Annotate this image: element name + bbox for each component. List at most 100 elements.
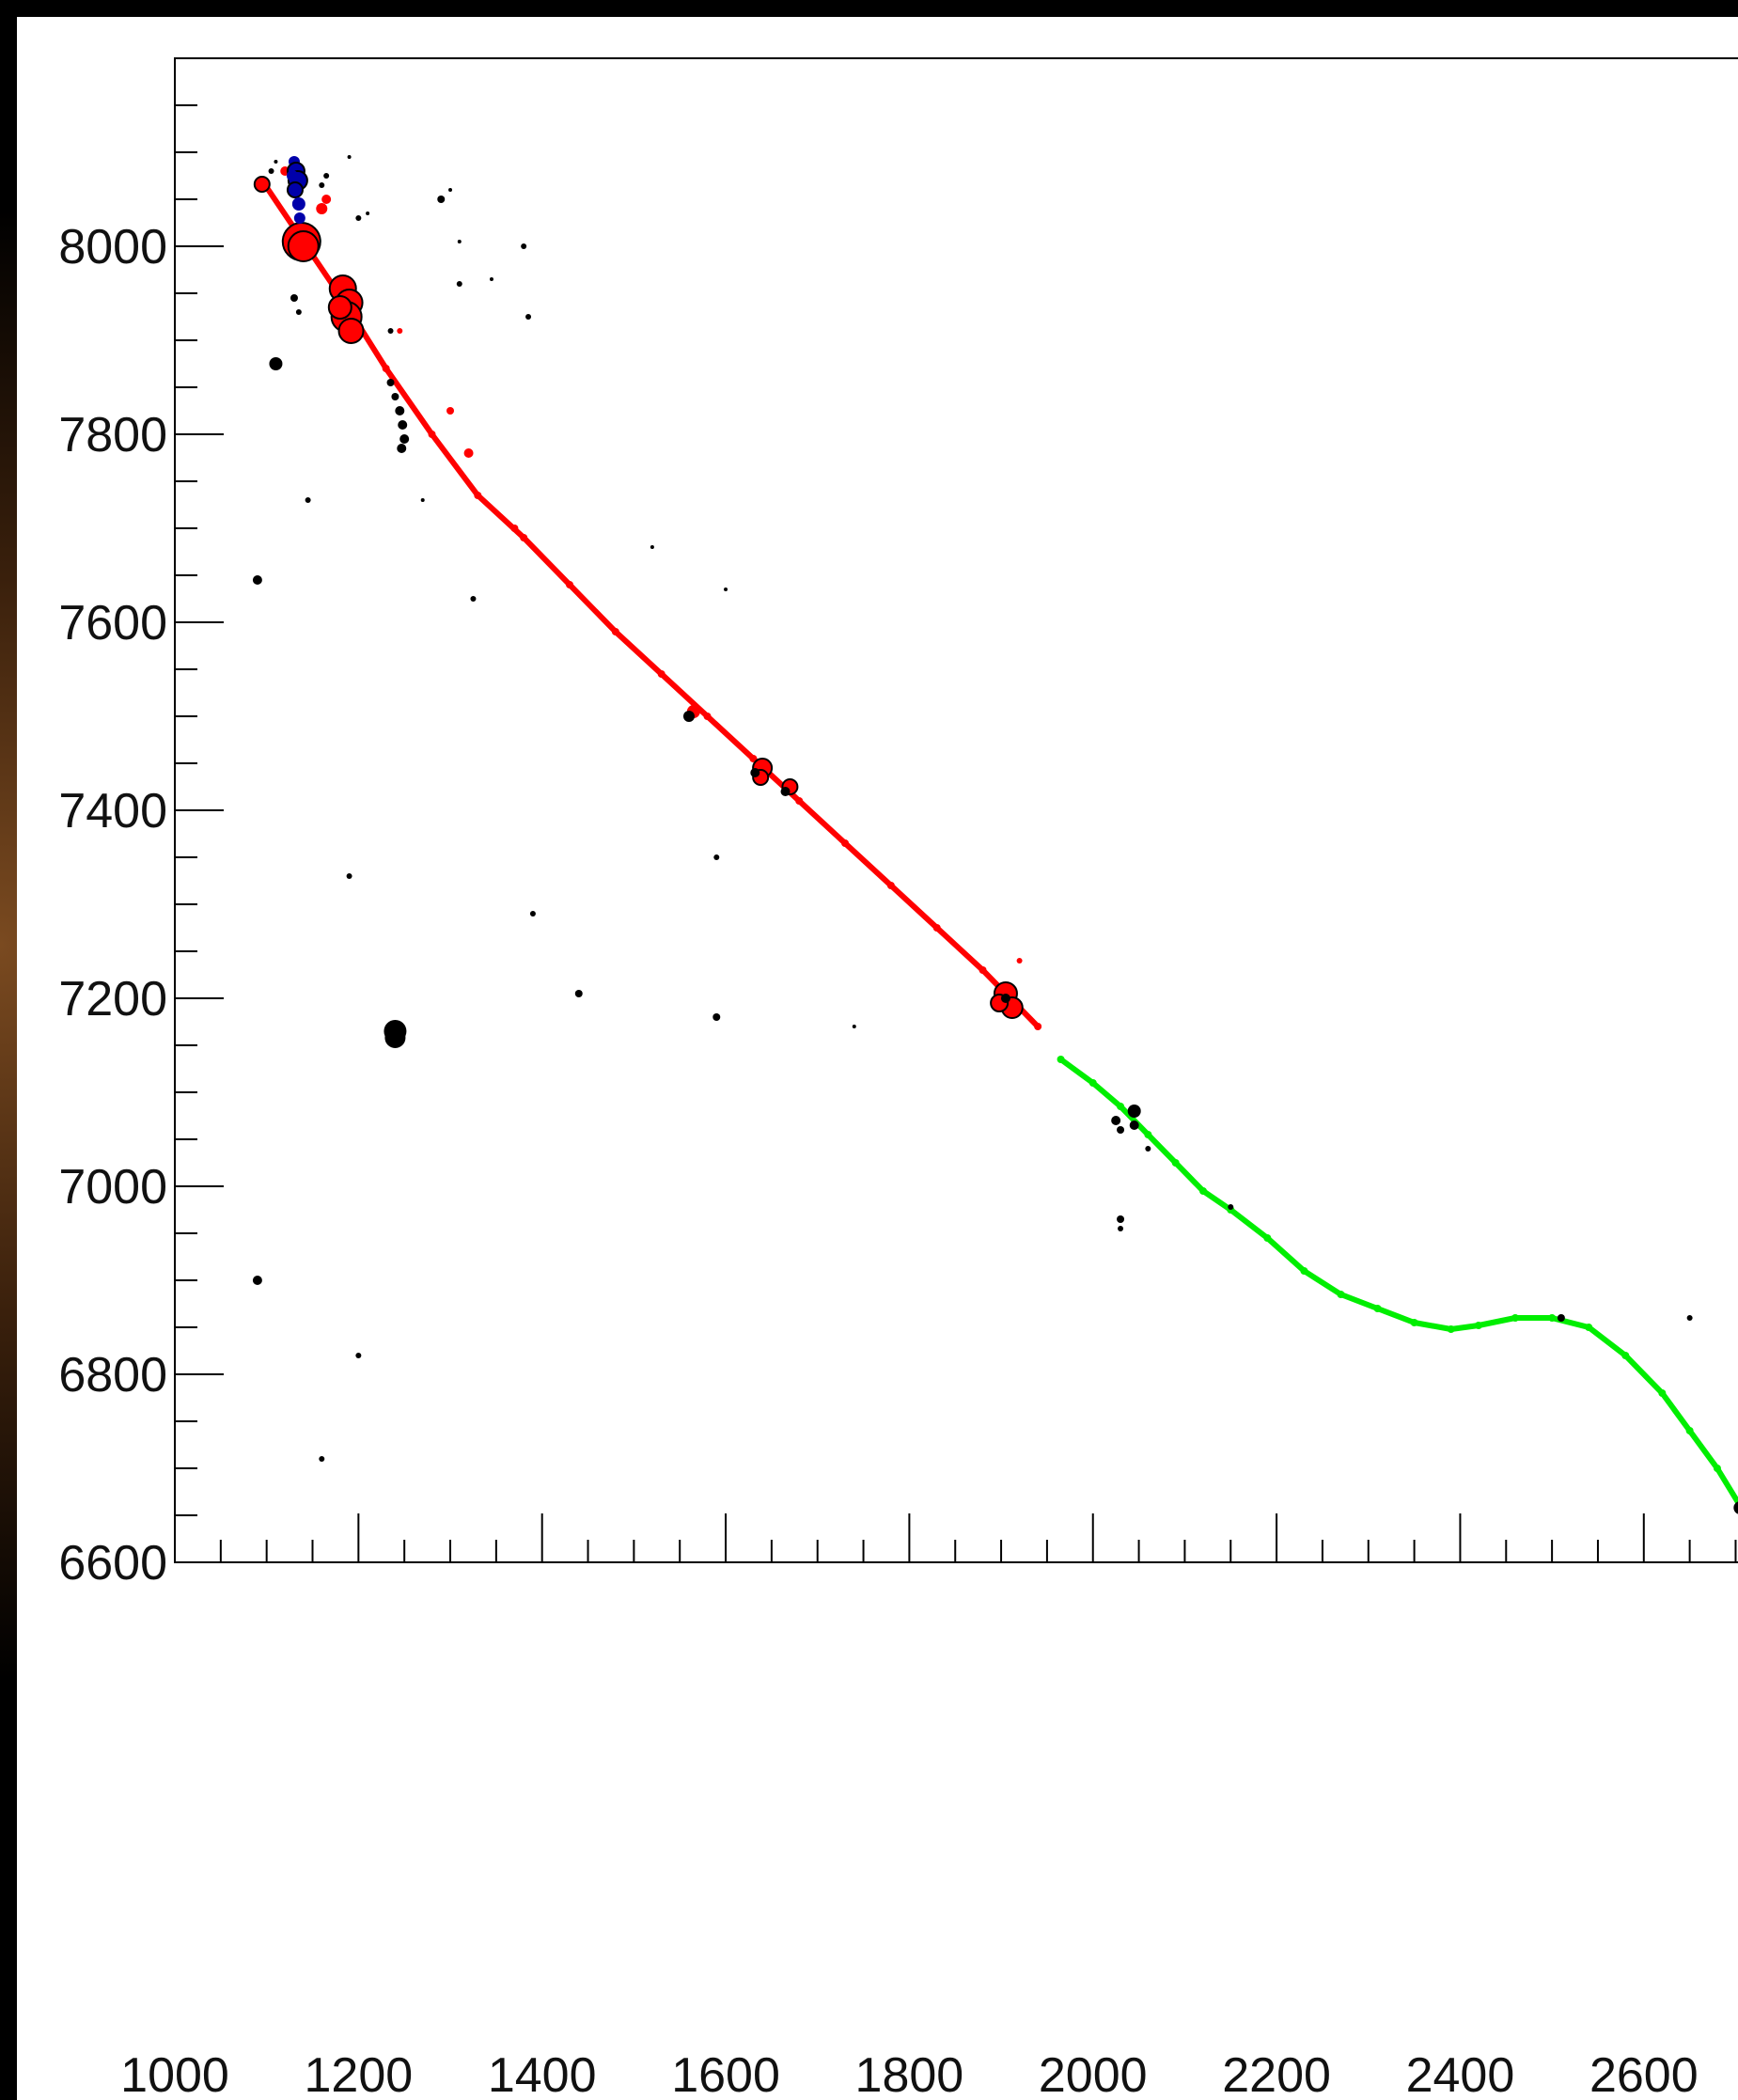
green-track-point bbox=[1117, 1103, 1125, 1110]
red-track-point bbox=[979, 966, 987, 974]
black-hit-point bbox=[252, 1276, 262, 1285]
black-hit-point bbox=[395, 406, 405, 415]
red-track-point bbox=[428, 431, 436, 438]
black-hit-point bbox=[682, 711, 695, 722]
red-hit-point bbox=[446, 407, 455, 415]
green-track-point bbox=[1713, 1465, 1721, 1472]
y-axis-tick-labels: 6600 6800 7000 7200 7400 7600 7800 8000 bbox=[58, 220, 167, 1591]
green-track-point bbox=[1474, 1322, 1482, 1329]
black-hit-point bbox=[384, 1027, 406, 1048]
black-hit-point bbox=[780, 787, 791, 796]
black-hit-point bbox=[1118, 1226, 1124, 1231]
red-hit-point bbox=[463, 448, 474, 458]
black-hit-point bbox=[1228, 1204, 1234, 1210]
red-track-point bbox=[932, 924, 941, 932]
black-hit-point bbox=[1117, 1126, 1125, 1134]
black-hit-point bbox=[323, 173, 330, 179]
blue-hit-point bbox=[286, 181, 304, 198]
black-hit-point bbox=[305, 497, 311, 503]
green-track-point bbox=[1263, 1234, 1272, 1242]
green-track-point bbox=[1144, 1131, 1152, 1138]
x-tick-label: 2600 bbox=[1589, 2048, 1699, 2100]
black-hit-point bbox=[366, 212, 370, 215]
red-hit-point bbox=[510, 525, 519, 532]
red-hit-point bbox=[321, 195, 332, 204]
blue-hit-point bbox=[291, 197, 305, 211]
green-track-point bbox=[1548, 1314, 1557, 1322]
black-hit-point bbox=[456, 281, 462, 287]
y-tick-label: 7200 bbox=[58, 972, 167, 1026]
green-track-point bbox=[1300, 1267, 1308, 1275]
black-hit-point bbox=[1111, 1116, 1121, 1125]
blue-hit-point bbox=[287, 170, 299, 181]
y-tick-label: 6600 bbox=[58, 1536, 167, 1591]
y-tick-label: 7800 bbox=[58, 408, 167, 462]
black-hit-point bbox=[319, 182, 325, 188]
black-hit-point bbox=[290, 294, 298, 302]
green-track-point bbox=[1685, 1427, 1694, 1434]
green-track-point bbox=[1621, 1352, 1630, 1359]
green-track-point bbox=[1057, 1056, 1065, 1063]
blue-hit-point bbox=[293, 212, 305, 224]
red-track-point bbox=[1034, 1023, 1042, 1030]
data-series-layer bbox=[252, 155, 1738, 1514]
green-track-point bbox=[1373, 1305, 1382, 1312]
black-hit-point bbox=[391, 393, 399, 400]
x-tick-label: 1400 bbox=[488, 2048, 597, 2100]
red-hit-point bbox=[287, 230, 320, 262]
black-hit-point bbox=[1127, 1105, 1141, 1118]
y-tick-label: 7000 bbox=[58, 1160, 167, 1215]
black-hit-point bbox=[457, 240, 462, 243]
x-tick-label: 1000 bbox=[120, 2048, 229, 2100]
red-hit-point bbox=[1016, 958, 1023, 964]
black-hit-point bbox=[521, 243, 527, 249]
black-hit-point bbox=[1117, 1215, 1125, 1223]
x-axis-tick-labels: 1000 1200 1400 1600 1800 2000 2200 2400 2600 bbox=[120, 2048, 1698, 2100]
black-hit-point bbox=[1686, 1315, 1693, 1321]
black-hit-point bbox=[448, 188, 453, 192]
black-hit-point bbox=[529, 911, 536, 917]
red-track-point bbox=[474, 492, 482, 499]
black-hit-point bbox=[1000, 994, 1010, 1003]
x-axis-ticks bbox=[174, 1513, 1737, 1562]
y-tick-label: 7400 bbox=[58, 784, 167, 838]
black-hit-point bbox=[470, 596, 477, 602]
black-hit-point bbox=[420, 498, 425, 502]
red-track-point bbox=[520, 534, 528, 541]
black-hit-point bbox=[525, 314, 532, 320]
black-hit-point bbox=[346, 873, 352, 879]
black-hit-point bbox=[1145, 1146, 1151, 1152]
black-hit-point bbox=[269, 357, 283, 370]
y-tick-label: 6800 bbox=[58, 1348, 167, 1403]
red-track-point bbox=[749, 755, 758, 762]
black-hit-point bbox=[268, 168, 274, 174]
green-track-point bbox=[1585, 1324, 1593, 1331]
red-track-point bbox=[566, 581, 573, 588]
black-hit-point bbox=[397, 444, 407, 453]
x-tick-label: 2200 bbox=[1222, 2048, 1331, 2100]
green-track-point bbox=[1511, 1314, 1520, 1322]
black-hit-point bbox=[387, 328, 394, 334]
red-hit-point bbox=[397, 328, 403, 334]
red-track-point bbox=[841, 839, 850, 847]
red-hit-point bbox=[253, 176, 271, 193]
green-track-line bbox=[1057, 1057, 1738, 1508]
black-hit-point bbox=[319, 1456, 325, 1462]
x-tick-label: 2400 bbox=[1406, 2048, 1515, 2100]
x-tick-label: 1200 bbox=[305, 2048, 414, 2100]
black-hit-point bbox=[386, 379, 395, 386]
black-hit-point bbox=[347, 155, 352, 159]
red-hit-point bbox=[327, 295, 352, 320]
green-track-point bbox=[1658, 1389, 1667, 1397]
black-hit-point bbox=[295, 309, 302, 315]
black-hit-point bbox=[574, 990, 583, 997]
red-track-point bbox=[657, 670, 665, 678]
black-hit-point bbox=[713, 854, 720, 860]
black-hit-point bbox=[355, 1353, 362, 1358]
black-hit-point bbox=[399, 434, 410, 444]
y-tick-label: 8000 bbox=[58, 220, 167, 274]
red-track-point bbox=[886, 882, 895, 889]
black-hit-point bbox=[355, 215, 362, 221]
x-tick-label: 2000 bbox=[1039, 2048, 1148, 2100]
